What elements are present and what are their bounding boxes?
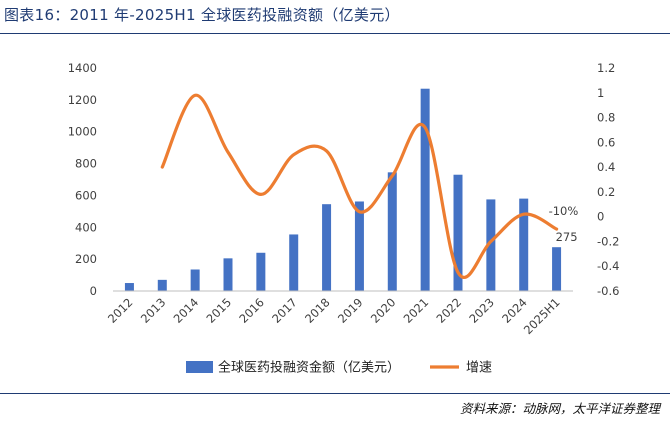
bar-2024 <box>519 198 529 291</box>
bar-2013 <box>157 279 167 291</box>
x-tick-label: 2016 <box>236 295 267 326</box>
bar-2021 <box>420 88 430 291</box>
left-tick-label: 1400 <box>68 61 97 75</box>
right-axis: -0.6 -0.4 -0.2 0 0.2 0.4 0.6 0.8 1 1.2 <box>597 61 619 298</box>
data-labels: -10% 275 <box>549 204 579 244</box>
left-tick-label: 400 <box>75 220 97 234</box>
bar-2018 <box>322 204 332 291</box>
x-tick-label: 2025H1 <box>521 295 563 337</box>
bar-2020 <box>387 172 397 291</box>
bar-2017 <box>289 234 299 291</box>
x-tick-label: 2024 <box>499 295 530 326</box>
chart-title: 图表16：2011 年-2025H1 全球医药投融资额（亿美元） <box>4 6 400 24</box>
x-tick-label: 2017 <box>269 295 300 326</box>
right-tick-label: 0.2 <box>597 185 615 199</box>
last-bar-annotation: 275 <box>556 230 578 244</box>
x-tick-label: 2021 <box>401 295 432 326</box>
bar-2025H1 <box>552 247 562 291</box>
x-tick-label: 2012 <box>105 295 136 326</box>
bar-2019 <box>354 201 364 291</box>
right-tick-label: 0 <box>597 210 604 224</box>
right-tick-label: -0.4 <box>597 259 619 273</box>
right-tick-label: 1 <box>597 86 604 100</box>
growth-line <box>160 93 559 279</box>
right-tick-label: 1.2 <box>597 61 615 75</box>
x-tick-label: 2020 <box>368 295 399 326</box>
x-axis: 2012 2013 2014 2015 2016 2017 2018 2019 2020 2021… <box>105 295 563 337</box>
x-tick-label: 2018 <box>302 295 333 326</box>
right-tick-label: 0.8 <box>597 111 615 125</box>
right-tick-label: -0.2 <box>597 234 619 248</box>
growth-annotation: -10% <box>549 204 579 218</box>
legend-line-label: 增速 <box>466 361 492 376</box>
left-tick-label: 0 <box>90 284 97 298</box>
bar-2012 <box>124 283 134 291</box>
right-tick-label: 0.6 <box>597 135 615 149</box>
bar-2015 <box>223 258 233 291</box>
legend-bar-swatch <box>186 361 213 373</box>
left-tick-label: 1000 <box>68 125 97 139</box>
left-tick-label: 200 <box>75 252 97 266</box>
bar-2022 <box>453 174 463 291</box>
bar-series <box>124 88 562 291</box>
x-tick-label: 2014 <box>171 295 202 326</box>
left-tick-label: 800 <box>75 157 97 171</box>
title-underline <box>0 33 670 34</box>
bar-2016 <box>256 252 266 291</box>
right-tick-label: 0.4 <box>597 160 615 174</box>
source-note: 资料来源：动脉网，太平洋证券整理 <box>459 401 660 416</box>
x-tick-label: 2015 <box>204 295 235 326</box>
right-tick-label: -0.6 <box>597 284 619 298</box>
x-tick-label: 2023 <box>466 295 497 326</box>
left-tick-label: 600 <box>75 188 97 202</box>
x-tick-label: 2013 <box>138 295 169 326</box>
legend: 全球医药投融资金额（亿美元） 增速 <box>186 360 492 376</box>
bar-2023 <box>486 199 496 291</box>
x-tick-label: 2019 <box>335 295 366 326</box>
legend-bar-label: 全球医药投融资金额（亿美元） <box>218 360 400 376</box>
footer-rule <box>0 393 670 394</box>
x-tick-label: 2022 <box>434 295 465 326</box>
left-axis: 0 200 400 600 800 1000 1200 1400 <box>68 61 97 298</box>
bar-2014 <box>190 269 200 291</box>
left-tick-label: 1200 <box>68 93 97 107</box>
